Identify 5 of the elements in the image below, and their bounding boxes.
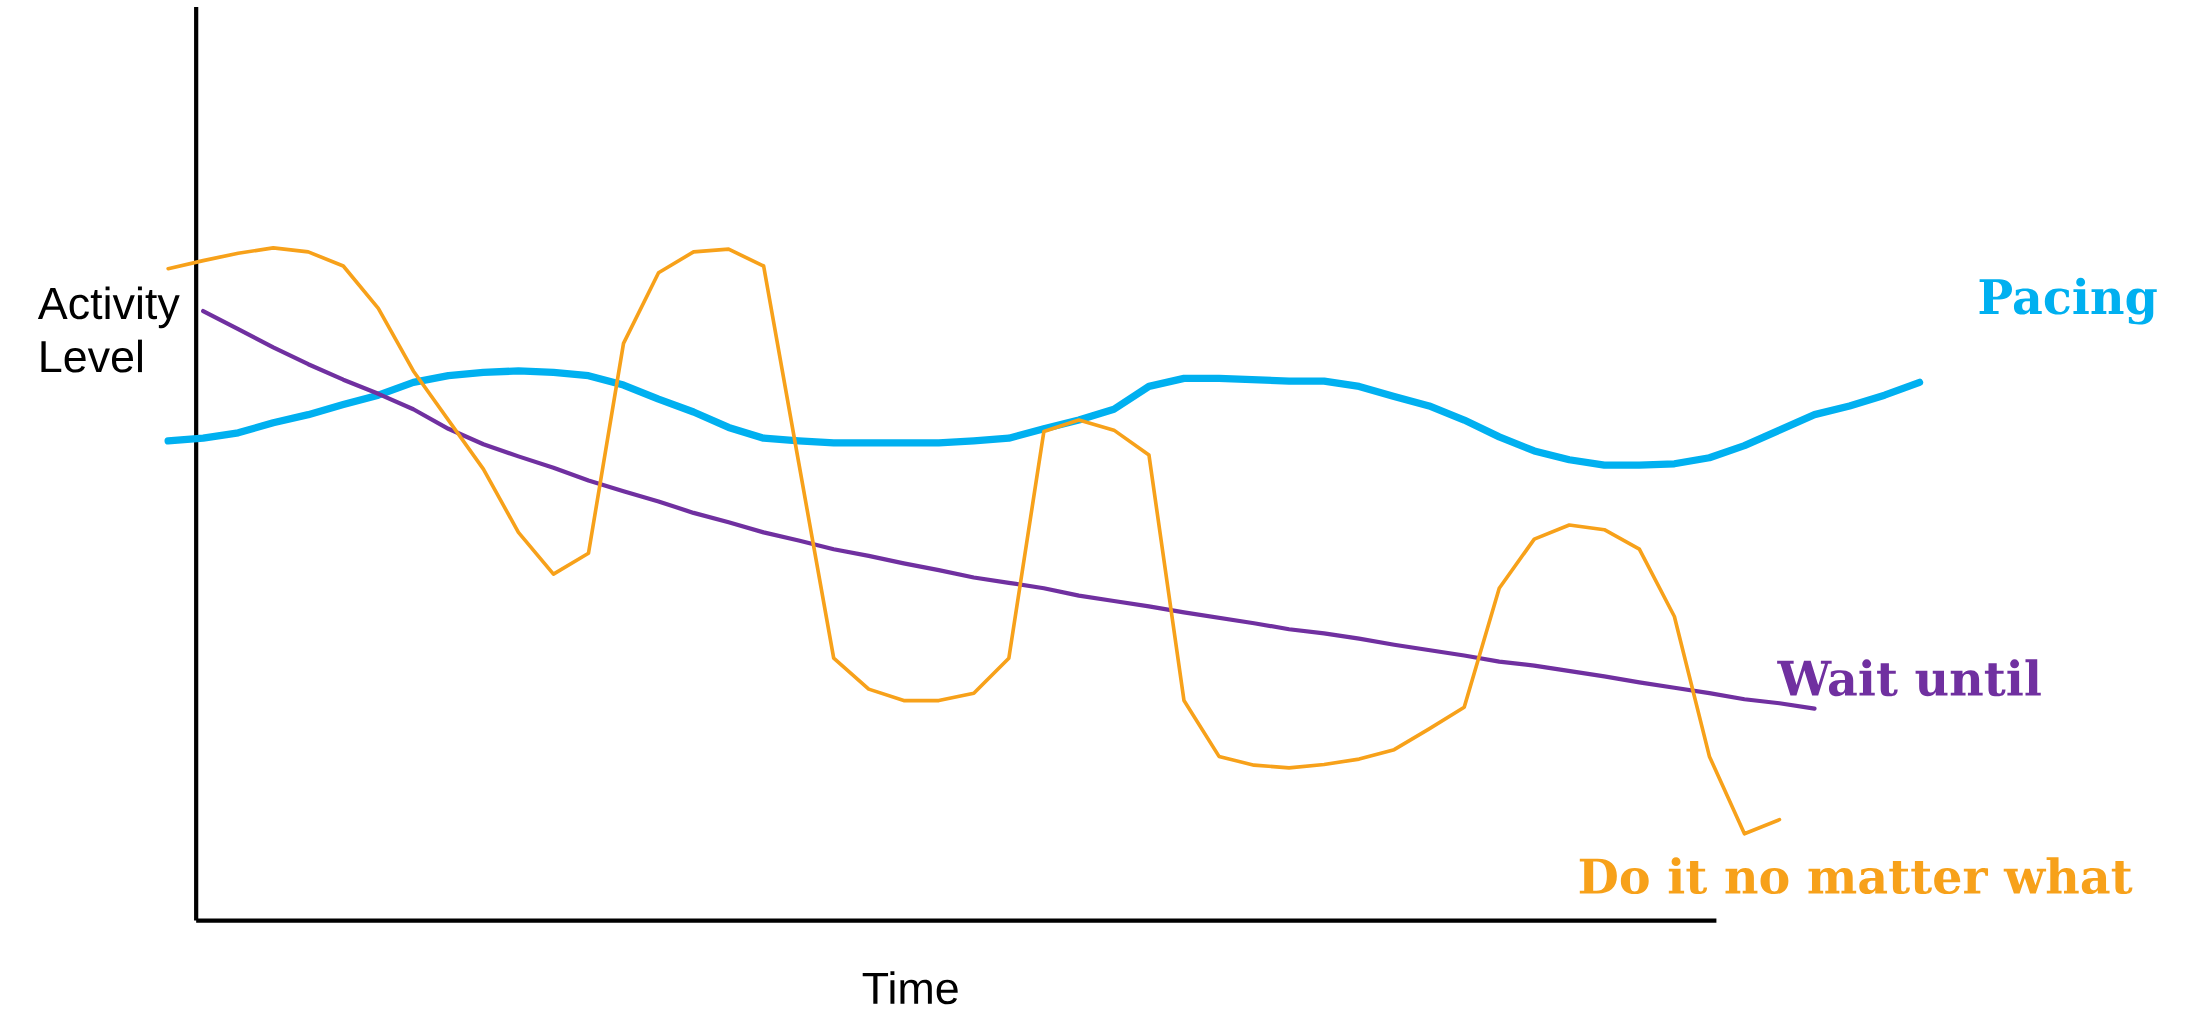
- x-axis-title: Time: [862, 971, 958, 1005]
- series-label: Pacing: [1979, 277, 2157, 325]
- series-label: Do it no matter what: [1579, 857, 2133, 894]
- series-label: Wait until: [1777, 659, 2041, 697]
- y-axis-title: Activity Level: [37, 286, 180, 373]
